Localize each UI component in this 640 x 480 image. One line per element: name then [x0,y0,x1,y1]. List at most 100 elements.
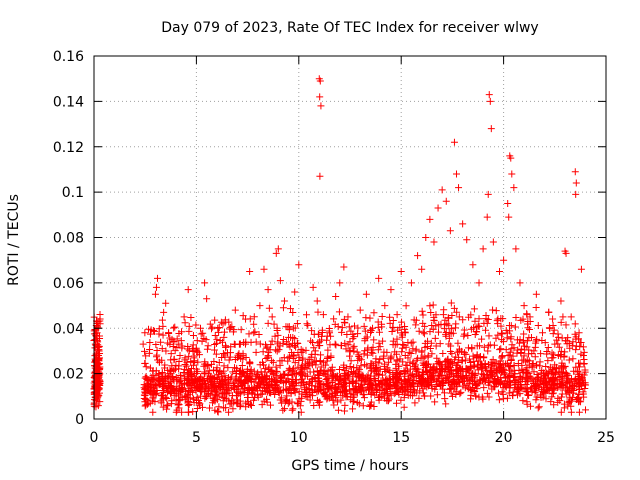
data-point [192,387,200,395]
data-point [296,368,304,376]
data-point [159,403,167,411]
data-point [334,323,342,331]
data-point [385,358,393,366]
data-point [94,317,102,325]
data-point [181,361,189,369]
data-point [430,238,438,246]
data-point [203,295,211,303]
data-point [537,350,545,358]
data-point [411,399,419,407]
data-point [154,376,162,384]
data-point [279,340,287,348]
data-point [374,318,382,326]
data-point [467,386,475,394]
data-point [327,384,335,392]
data-point [476,342,484,350]
data-point [96,380,104,388]
data-point [511,384,519,392]
data-point [371,377,379,385]
data-point [187,358,195,366]
data-point [440,306,448,314]
grid-lines [94,56,606,419]
data-point [373,363,381,371]
data-point [532,382,540,390]
data-point [569,338,577,346]
data-point [469,352,477,360]
data-point [354,356,362,364]
data-point [201,358,209,366]
data-point [189,408,197,416]
data-point [184,408,192,416]
data-point [379,354,387,362]
data-point [542,363,550,371]
data-point [438,186,446,194]
data-point [414,252,422,260]
data-point [447,299,455,307]
data-point [442,329,450,337]
data-point [269,387,277,395]
data-point [243,393,251,401]
data-point [386,313,394,321]
data-point [393,311,401,319]
data-point [462,372,470,380]
data-point [267,401,275,409]
data-point [184,366,192,374]
data-point [534,404,542,412]
data-point [375,359,383,367]
y-tick-label: 0.14 [53,94,84,110]
data-point [556,380,564,388]
data-point [563,384,571,392]
data-point [482,312,490,320]
data-point [545,324,553,332]
data-point [286,366,294,374]
data-point [268,357,276,365]
data-point [314,374,322,382]
data-point [357,383,365,391]
data-point [239,378,247,386]
data-point [213,336,221,344]
data-point [218,389,226,397]
data-point [469,261,477,269]
data-point [310,330,318,338]
data-point [171,347,179,355]
data-point [533,335,541,343]
data-point [523,398,531,406]
data-point [453,308,461,316]
data-point [295,261,303,269]
data-point [492,368,500,376]
data-point [163,374,171,382]
data-point [452,170,460,178]
data-point [350,322,358,330]
data-point [508,170,516,178]
data-point [256,302,264,310]
data-point [170,324,178,332]
data-point [184,398,192,406]
data-point [510,362,518,370]
data-point [268,366,276,374]
data-point [181,319,189,327]
data-point [445,314,453,322]
data-point [203,345,211,353]
data-point [483,367,491,375]
data-point [235,340,243,348]
data-point [349,335,357,343]
data-point [295,388,303,396]
data-point [341,407,349,415]
data-point [149,367,157,375]
data-point [418,307,426,315]
data-point [428,322,436,330]
data-point [364,344,372,352]
data-point [492,307,500,315]
data-point [526,385,534,393]
data-point [442,197,450,205]
data-point [569,355,577,363]
data-point [455,353,463,361]
data-point [520,384,528,392]
data-point [447,389,455,397]
data-point [158,345,166,353]
data-point [426,302,434,310]
data-point [326,329,334,337]
data-point [204,390,212,398]
data-point [222,385,230,393]
